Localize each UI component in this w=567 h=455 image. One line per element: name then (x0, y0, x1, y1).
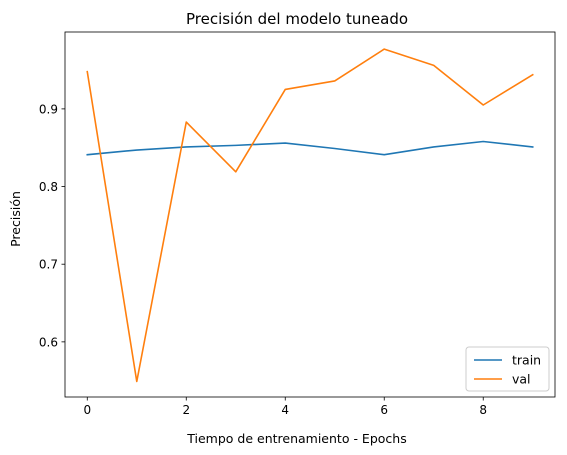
y-axis-label: Precisión (8, 191, 23, 247)
y-tick-label: 0.8 (39, 180, 58, 194)
chart-title: Precisión del modelo tuneado (186, 10, 408, 28)
series-group (86, 48, 534, 383)
legend-label-train: train (512, 353, 541, 368)
x-tick-label: 8 (479, 403, 487, 417)
legend-label-val: val (512, 372, 531, 387)
series-line-val (86, 48, 534, 383)
legend-box (465, 346, 550, 392)
x-axis: 0 2 4 6 8 (83, 397, 487, 417)
x-axis-label: Tiempo de entrenamiento - Epochs (186, 431, 406, 446)
series-line-train (86, 140, 534, 156)
legend: train val (465, 346, 550, 392)
plot-frame (64, 31, 556, 398)
x-tick-label: 6 (380, 403, 388, 417)
y-axis: 0.6 0.7 0.8 0.9 (39, 102, 65, 349)
y-tick-label: 0.7 (39, 258, 58, 272)
x-tick-label: 2 (182, 403, 190, 417)
x-tick-label: 0 (83, 403, 91, 417)
plot-area (64, 31, 556, 398)
x-tick-label: 4 (281, 403, 289, 417)
y-tick-label: 0.9 (39, 102, 58, 116)
y-tick-label: 0.6 (39, 335, 58, 349)
